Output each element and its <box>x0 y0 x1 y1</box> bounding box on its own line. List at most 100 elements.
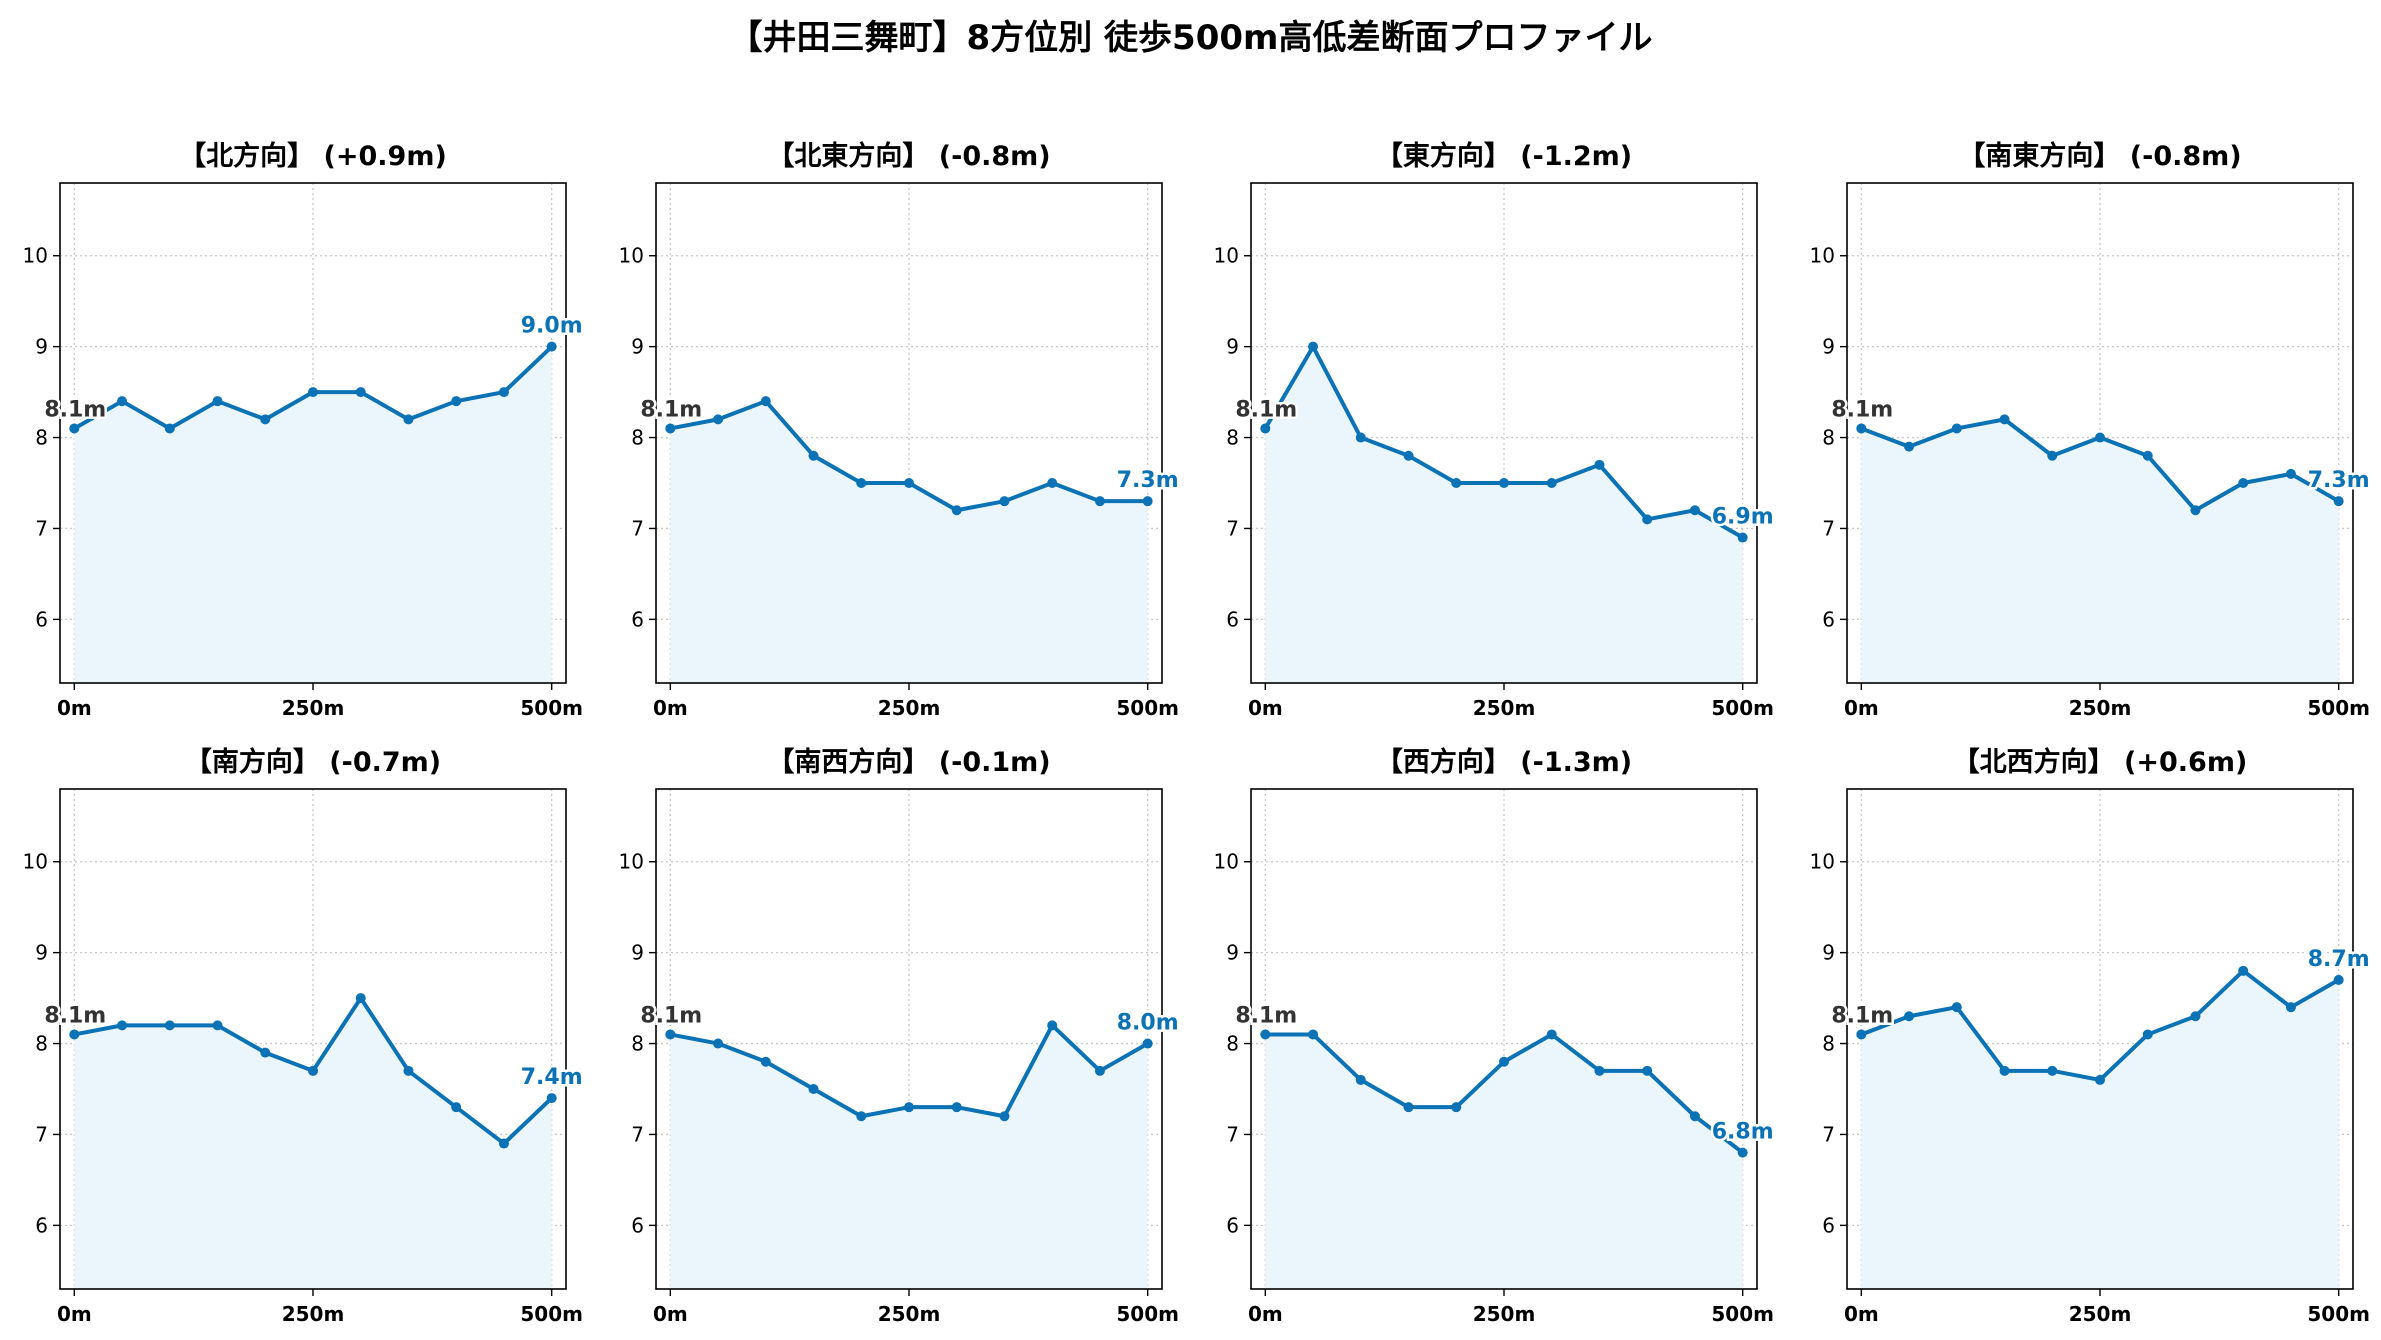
elevation-point <box>665 1029 676 1040</box>
elevation-point <box>1047 478 1058 488</box>
elevation-point <box>1094 496 1105 507</box>
elevation-point <box>451 396 462 407</box>
elevation-point <box>260 1047 271 1058</box>
start-elevation-label: 8.1m <box>640 1003 702 1028</box>
start-elevation-label: 8.1m <box>1831 397 1893 422</box>
y-tick-label: 8 <box>1226 426 1239 450</box>
start-elevation-label: 8.1m <box>640 397 702 422</box>
x-tick-label: 250m <box>878 1302 941 1326</box>
elevation-point <box>1737 532 1748 543</box>
x-tick-label: 250m <box>2069 696 2132 720</box>
elevation-point <box>999 1111 1010 1122</box>
elevation-point <box>1546 1029 1557 1040</box>
start-elevation-label: 8.1m <box>44 1003 106 1028</box>
x-tick-label: 500m <box>1711 696 1774 720</box>
y-tick-label: 9 <box>1226 335 1239 359</box>
elevation-point <box>856 1111 867 1122</box>
y-tick-label: 8 <box>35 1032 48 1056</box>
panel-title: 【南東方向】 (-0.8m) <box>1958 140 2241 172</box>
start-elevation-label: 8.1m <box>1831 1003 1893 1028</box>
y-tick-label: 7 <box>631 516 644 540</box>
x-tick-label: 0m <box>57 696 92 720</box>
panel-title: 【北東方向】 (-0.8m) <box>767 140 1050 172</box>
x-tick-label: 0m <box>653 1302 688 1326</box>
y-tick-label: 6 <box>1822 607 1835 631</box>
elevation-point <box>1355 432 1366 443</box>
elevation-point <box>1999 1065 2010 1076</box>
y-tick-label: 7 <box>1822 1122 1835 1146</box>
elevation-point <box>308 387 318 398</box>
elevation-point <box>451 1102 462 1113</box>
y-tick-label: 8 <box>631 1032 644 1056</box>
elevation-point <box>1904 1011 1915 1022</box>
elevation-point <box>117 396 128 407</box>
x-tick-label: 0m <box>1248 696 1283 720</box>
elevation-point <box>1047 1020 1058 1031</box>
elevation-point <box>546 1093 557 1104</box>
x-tick-label: 0m <box>1248 1302 1283 1326</box>
y-tick-label: 10 <box>23 850 48 874</box>
panel-title: 【北西方向】 (+0.6m) <box>1953 746 2248 778</box>
elevation-point <box>498 1138 509 1149</box>
elevation-point <box>999 496 1010 507</box>
y-tick-label: 7 <box>1226 1122 1239 1146</box>
elevation-point <box>1403 1102 1414 1113</box>
elevation-point <box>2190 1011 2201 1022</box>
y-tick-label: 6 <box>35 607 48 631</box>
elevation-point <box>2142 450 2153 461</box>
elevation-point <box>1689 505 1700 516</box>
y-tick-label: 7 <box>1822 516 1835 540</box>
elevation-point <box>808 450 819 461</box>
elevation-point <box>1737 1147 1748 1158</box>
y-tick-label: 9 <box>631 941 644 965</box>
end-elevation-label: 8.7m <box>2308 947 2370 972</box>
elevation-area <box>670 1025 1148 1289</box>
elevation-point <box>1260 423 1271 434</box>
x-tick-label: 500m <box>520 696 583 720</box>
y-tick-label: 8 <box>1822 426 1835 450</box>
y-tick-label: 10 <box>1810 244 1835 268</box>
elevation-point <box>713 414 724 425</box>
elevation-area <box>1265 346 1743 683</box>
x-tick-label: 0m <box>653 696 688 720</box>
elevation-point <box>1403 450 1414 461</box>
elevation-point <box>1642 1065 1653 1076</box>
y-tick-label: 8 <box>631 426 644 450</box>
elevation-point <box>951 505 962 516</box>
elevation-point <box>1999 414 2010 425</box>
elevation-point <box>1094 1065 1105 1076</box>
x-tick-label: 250m <box>282 696 345 720</box>
elevation-area <box>74 998 552 1289</box>
elevation-point <box>2333 496 2344 507</box>
y-tick-label: 10 <box>619 850 644 874</box>
y-tick-label: 7 <box>631 1122 644 1146</box>
y-tick-label: 8 <box>35 426 48 450</box>
end-elevation-label: 9.0m <box>521 314 583 339</box>
elevation-point <box>546 341 557 352</box>
elevation-point <box>1308 341 1319 352</box>
elevation-point <box>951 1102 962 1113</box>
x-tick-label: 0m <box>57 1302 92 1326</box>
elevation-point <box>1260 1029 1271 1040</box>
y-tick-label: 7 <box>35 1122 48 1146</box>
y-tick-label: 10 <box>1214 850 1239 874</box>
y-tick-label: 6 <box>35 1213 48 1237</box>
y-tick-label: 8 <box>1822 1032 1835 1056</box>
y-tick-label: 9 <box>35 941 48 965</box>
x-tick-label: 500m <box>520 1302 583 1326</box>
elevation-point <box>2285 468 2296 479</box>
elevation-point <box>1499 1056 1509 1067</box>
x-tick-label: 500m <box>1116 1302 1179 1326</box>
elevation-point <box>1355 1074 1366 1085</box>
y-tick-label: 6 <box>631 607 644 631</box>
elevation-point <box>212 1020 223 1031</box>
elevation-point <box>212 396 223 407</box>
end-elevation-label: 7.3m <box>1117 468 1179 493</box>
elevation-point <box>164 1020 175 1031</box>
elevation-point <box>760 396 771 407</box>
y-tick-label: 10 <box>1810 850 1835 874</box>
elevation-point <box>2142 1029 2153 1040</box>
elevation-point <box>1904 441 1915 452</box>
elevation-point <box>403 414 414 425</box>
